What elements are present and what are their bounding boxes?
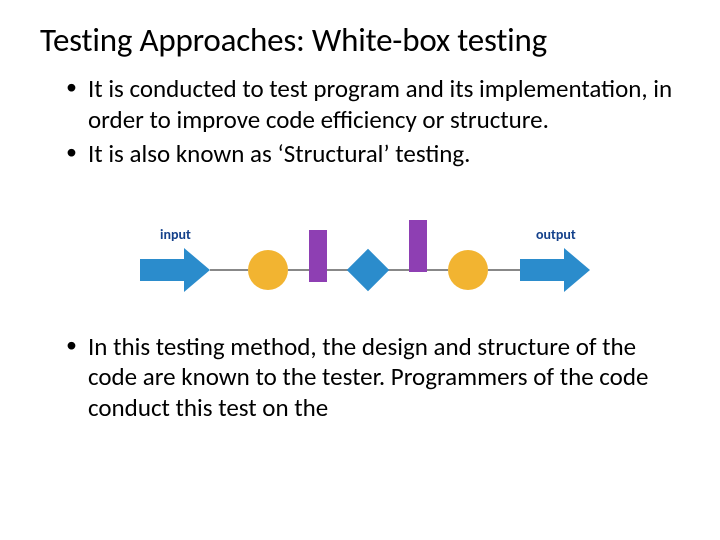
bullet-item: In this testing method, the design and s… [66, 332, 680, 424]
whitebox-diagram: input output [120, 186, 600, 316]
c1-node [248, 250, 288, 290]
slide: Testing Approaches: White-box testing It… [0, 0, 720, 540]
r2-node [409, 220, 427, 272]
out_arrow-arrow-icon [520, 248, 590, 292]
r1-node [309, 230, 327, 282]
c2-node [448, 250, 488, 290]
page-title: Testing Approaches: White-box testing [40, 20, 680, 60]
connector [327, 269, 348, 271]
connector [488, 269, 520, 271]
connector [388, 269, 409, 271]
bullets-bottom: In this testing method, the design and s… [66, 332, 680, 424]
input-label: input [160, 226, 191, 243]
bullets-top: It is conducted to test program and its … [66, 74, 680, 170]
output-label: output [536, 226, 576, 243]
bullet-item: It is also known as ‘Structural’ testing… [66, 139, 680, 170]
in_arrow-arrow-icon [140, 248, 210, 292]
d1-node [347, 248, 389, 290]
connector [427, 269, 448, 271]
bullet-item: It is conducted to test program and its … [66, 74, 680, 135]
diagram-container: input output [40, 186, 680, 316]
connector [210, 269, 248, 271]
connector [288, 269, 309, 271]
